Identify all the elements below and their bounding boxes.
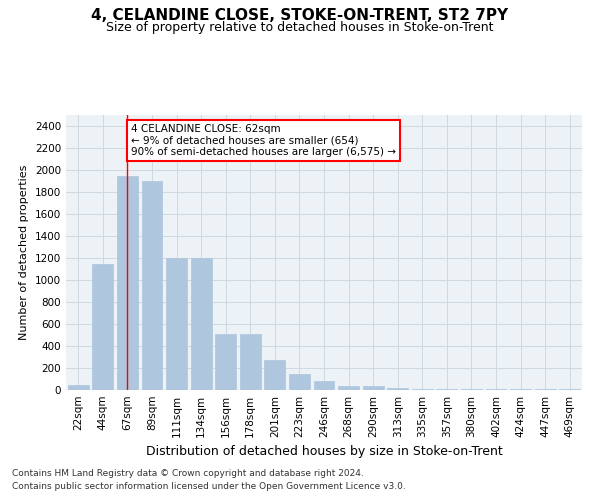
Bar <box>338 386 359 390</box>
Bar <box>92 264 113 390</box>
Bar <box>289 374 310 390</box>
Text: Contains HM Land Registry data © Crown copyright and database right 2024.: Contains HM Land Registry data © Crown c… <box>12 468 364 477</box>
Text: 4 CELANDINE CLOSE: 62sqm
← 9% of detached houses are smaller (654)
90% of semi-d: 4 CELANDINE CLOSE: 62sqm ← 9% of detache… <box>131 124 396 157</box>
Bar <box>215 334 236 390</box>
Text: Size of property relative to detached houses in Stoke-on-Trent: Size of property relative to detached ho… <box>106 21 494 34</box>
Bar <box>166 258 187 390</box>
Bar <box>461 389 482 390</box>
Bar <box>314 381 334 390</box>
Text: 4, CELANDINE CLOSE, STOKE-ON-TRENT, ST2 7PY: 4, CELANDINE CLOSE, STOKE-ON-TRENT, ST2 … <box>91 8 509 22</box>
Bar <box>142 181 163 390</box>
Text: Contains public sector information licensed under the Open Government Licence v3: Contains public sector information licen… <box>12 482 406 491</box>
Bar <box>117 176 138 390</box>
Bar <box>240 334 261 390</box>
Bar <box>191 258 212 390</box>
Bar <box>265 360 286 390</box>
X-axis label: Distribution of detached houses by size in Stoke-on-Trent: Distribution of detached houses by size … <box>146 446 502 458</box>
Y-axis label: Number of detached properties: Number of detached properties <box>19 165 29 340</box>
Bar <box>436 389 457 390</box>
Bar <box>387 388 408 390</box>
Bar <box>68 384 89 390</box>
Bar <box>412 389 433 390</box>
Bar <box>362 386 383 390</box>
